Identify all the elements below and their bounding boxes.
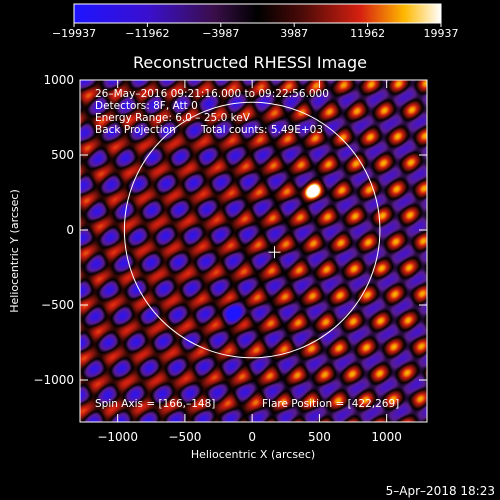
plot-frame: [79, 79, 428, 423]
y-tick-label: −500: [41, 298, 74, 312]
colorbar-tick-label: 3987: [280, 27, 308, 40]
colorbar-tick-label: 11962: [350, 27, 385, 40]
x-tick-label: 0: [248, 430, 256, 444]
colorbar-tick-label: −11962: [125, 27, 169, 40]
x-tick-label: −1000: [97, 430, 138, 444]
y-tick-label: 1000: [43, 73, 74, 87]
heatmap-plot-area: [80, 80, 427, 422]
y-tick-label: −1000: [33, 373, 74, 387]
detectors-annotation: Detectors: 8F, Att 0: [95, 100, 198, 112]
method-annotation: Back Projection: [95, 124, 176, 136]
x-tick-label: 500: [308, 430, 331, 444]
solar-limb-circle: [123, 101, 381, 359]
colorbar-tick-label: 19937: [424, 27, 459, 40]
colorbar-tick-label: −3987: [202, 27, 239, 40]
x-tick-label: 1000: [371, 430, 402, 444]
spin-axis-marker: [268, 246, 281, 259]
render-timestamp: 5–Apr–2018 18:23: [386, 484, 495, 498]
flare-position-annotation: Flare Position = [422,269]: [262, 398, 399, 410]
x-axis-label: Heliocentric X (arcsec): [191, 448, 315, 461]
y-axis-label: Heliocentric Y (arcsec): [8, 189, 21, 313]
x-tick-label: −500: [168, 430, 201, 444]
time-range-annotation: 26–May–2016 09:21:16.000 to 09:22:56.000: [95, 88, 329, 100]
colorbar-tick-label: −19937: [52, 27, 96, 40]
spin-axis-annotation: Spin Axis = [166,–148]: [95, 398, 215, 410]
y-tick-label: 0: [66, 223, 74, 237]
y-tick-label: 500: [51, 148, 74, 162]
chart-title: Reconstructed RHESSI Image: [133, 53, 367, 72]
energy-range-annotation: Energy Range: 6.0 – 25.0 keV: [95, 112, 251, 124]
colorbar: [73, 3, 442, 24]
total-counts-annotation: Total counts: 5.49E+03: [200, 124, 323, 136]
colorbar-ticks: −19937 −11962 −3987 3987 11962 19937: [52, 23, 459, 40]
axis-ticks: −1000 −500 0 500 1000 1000 500 0 −500 −1000: [33, 73, 427, 444]
